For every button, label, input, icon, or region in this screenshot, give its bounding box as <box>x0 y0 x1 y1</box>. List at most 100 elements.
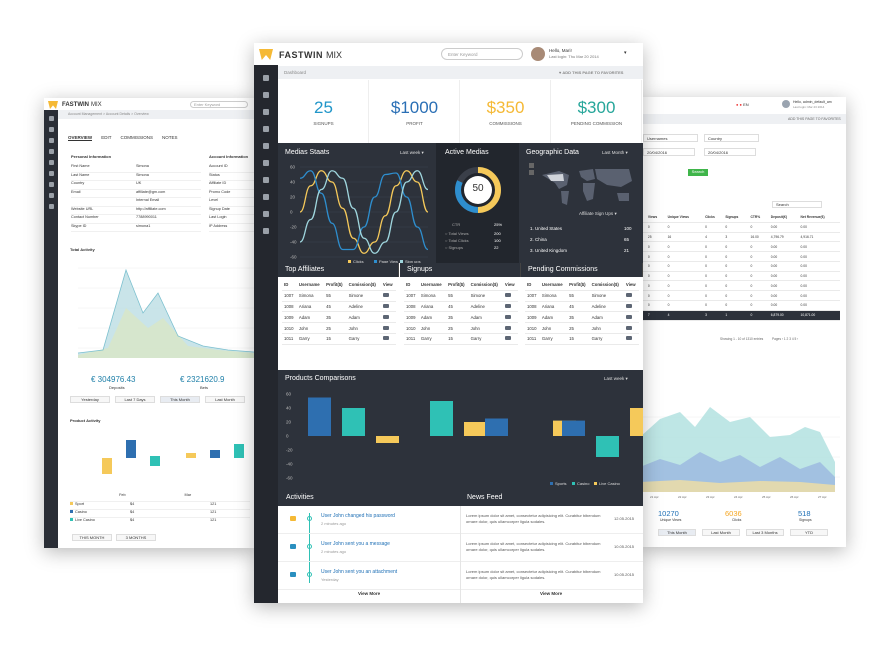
filter-country[interactable]: Country <box>704 134 759 142</box>
activity-text[interactable]: User John sent you an attachment <box>321 569 398 575</box>
field-value: simona1 <box>136 223 151 228</box>
user-icon[interactable] <box>48 138 54 143</box>
products-period[interactable]: Last week ▾ <box>604 376 628 381</box>
view-icon[interactable] <box>382 303 389 308</box>
legend-label: Live Casino <box>599 481 621 486</box>
period-button[interactable]: YTD <box>790 529 828 536</box>
search-icon[interactable] <box>48 127 54 132</box>
view-icon[interactable] <box>382 314 389 319</box>
right-breadcrumb <box>640 114 846 124</box>
right-add-fav[interactable]: ADD THIS PAGE TO FAVORITES <box>788 117 841 121</box>
code-icon[interactable] <box>263 228 269 234</box>
notification-badges[interactable]: ● ● EN <box>736 102 749 107</box>
view-icon[interactable] <box>382 293 389 298</box>
view-icon[interactable] <box>504 303 511 308</box>
table-cell: Garry <box>539 333 568 345</box>
period-button[interactable]: Last Month <box>702 529 740 536</box>
pa-bar <box>234 444 244 458</box>
table-cell: 15 <box>567 333 590 345</box>
tab-notes[interactable]: NOTES <box>161 135 178 140</box>
view-icon[interactable] <box>625 325 632 330</box>
news-text[interactable]: Lorem ipsum dolor sit amet, consectetur … <box>466 569 601 580</box>
activity-text[interactable]: User John changed his password <box>321 513 395 519</box>
transfer-icon[interactable] <box>263 160 269 166</box>
table-cell: Simone <box>589 290 624 302</box>
views-value: 10270 <box>658 509 679 518</box>
user-icon[interactable] <box>263 109 269 115</box>
period-button[interactable]: This Month <box>658 529 696 536</box>
folder-icon[interactable] <box>263 143 269 149</box>
clock-icon[interactable] <box>48 193 54 198</box>
tab-commissions[interactable]: COMMISSIONS <box>120 135 153 140</box>
megaphone-icon[interactable] <box>263 126 269 132</box>
view-icon[interactable] <box>382 325 389 330</box>
period-button[interactable]: Last Month <box>205 396 245 403</box>
period-button[interactable]: This Month <box>160 396 200 403</box>
medias-stats-period[interactable]: Last week ▾ <box>400 150 424 155</box>
search-icon[interactable] <box>263 92 269 98</box>
activities-view-more[interactable]: View More <box>358 591 381 596</box>
right-search-input[interactable]: Search <box>772 201 822 208</box>
add-favorites-button[interactable]: ♥ ADD THIS PAGE TO FAVORITES <box>559 70 624 75</box>
geo-row-label: 3. United Kingdom <box>530 248 568 253</box>
view-icon[interactable] <box>382 336 389 341</box>
view-icon[interactable] <box>625 293 632 298</box>
view-icon[interactable] <box>625 314 632 319</box>
heart-icon[interactable] <box>48 182 54 187</box>
activity-text[interactable]: User John sent you a message <box>321 541 390 547</box>
total-activity-title: Total Activity <box>70 247 95 252</box>
tab-edit[interactable]: EDIT <box>101 135 112 140</box>
geo-period[interactable]: Last Month ▾ <box>602 150 628 155</box>
y-tick-label: -40 <box>290 240 297 245</box>
home-icon[interactable] <box>48 116 54 121</box>
view-icon[interactable] <box>504 293 511 298</box>
breadcrumb-dashboard[interactable]: Dashboard <box>284 70 307 75</box>
filter-usernames[interactable]: Usernames <box>643 134 698 142</box>
filter-date-to[interactable]: 20/04/2016 <box>704 148 756 156</box>
search-button[interactable]: Search <box>688 169 708 176</box>
view-icon[interactable] <box>504 336 511 341</box>
table-cell: 0 <box>645 300 666 311</box>
table-row: 0 0 0 0 0 0.00 0.00 <box>640 290 840 302</box>
code-icon[interactable] <box>48 204 54 209</box>
filter-date-from[interactable]: 20/04/2016 <box>643 148 695 156</box>
view-icon[interactable] <box>625 303 632 308</box>
table-cell: 0 <box>645 290 666 302</box>
table-row: 1009 Adam 35 Adam <box>525 311 639 324</box>
user-avatar[interactable] <box>782 100 790 108</box>
table-cell: 1007 <box>404 290 419 302</box>
news-view-more[interactable]: View More <box>540 591 563 596</box>
this-month-button[interactable]: THIS MONTH <box>72 534 112 541</box>
table-cell: 3 <box>703 310 724 321</box>
column-header: View <box>380 280 396 291</box>
heart-icon[interactable] <box>263 194 269 200</box>
three-months-button[interactable]: 3 MONTHS <box>116 534 156 541</box>
account-info-label: Status <box>209 173 254 181</box>
period-button[interactable]: Last 3 Months <box>746 529 784 536</box>
table-row: 0 0 0 0 0 0.00 0.00 <box>640 222 840 233</box>
home-icon[interactable] <box>263 75 269 81</box>
pa-row: Live Casino $4 121 <box>70 517 250 525</box>
tab-overview[interactable]: OVERVIEW <box>68 135 93 141</box>
clock-icon[interactable] <box>263 211 269 217</box>
zoom-out-icon[interactable] <box>529 170 534 175</box>
news-text[interactable]: Lorem ipsum dolor sit amet, consectetur … <box>466 541 601 552</box>
center-search-input[interactable]: Enter Keyword <box>441 48 523 60</box>
megaphone-icon[interactable] <box>48 149 54 154</box>
geo-dropdown[interactable]: Affiliate Sign Ups ▾ <box>579 211 617 216</box>
view-icon[interactable] <box>625 336 632 341</box>
gear-icon[interactable] <box>263 177 269 183</box>
gear-icon[interactable] <box>48 171 54 176</box>
user-menu-caret[interactable]: ▾ <box>624 50 627 56</box>
view-icon[interactable] <box>504 314 511 319</box>
news-text[interactable]: Lorem ipsum dolor sit amet, consectetur … <box>466 513 601 524</box>
user-avatar[interactable] <box>531 47 545 61</box>
period-button[interactable]: Yesterday <box>70 396 110 403</box>
zoom-in-icon[interactable] <box>529 163 534 168</box>
period-button[interactable]: Last 7 Days <box>115 396 155 403</box>
left-search-input[interactable]: Enter Keyword <box>190 101 248 108</box>
table-head-row: Views Unique Views Clicks Signups CTR% Deposi… <box>640 213 840 223</box>
folder-icon[interactable] <box>48 160 54 165</box>
view-icon[interactable] <box>504 325 511 330</box>
pagination[interactable]: Pages ‹ 1 2 3 4 5 › <box>772 337 799 341</box>
